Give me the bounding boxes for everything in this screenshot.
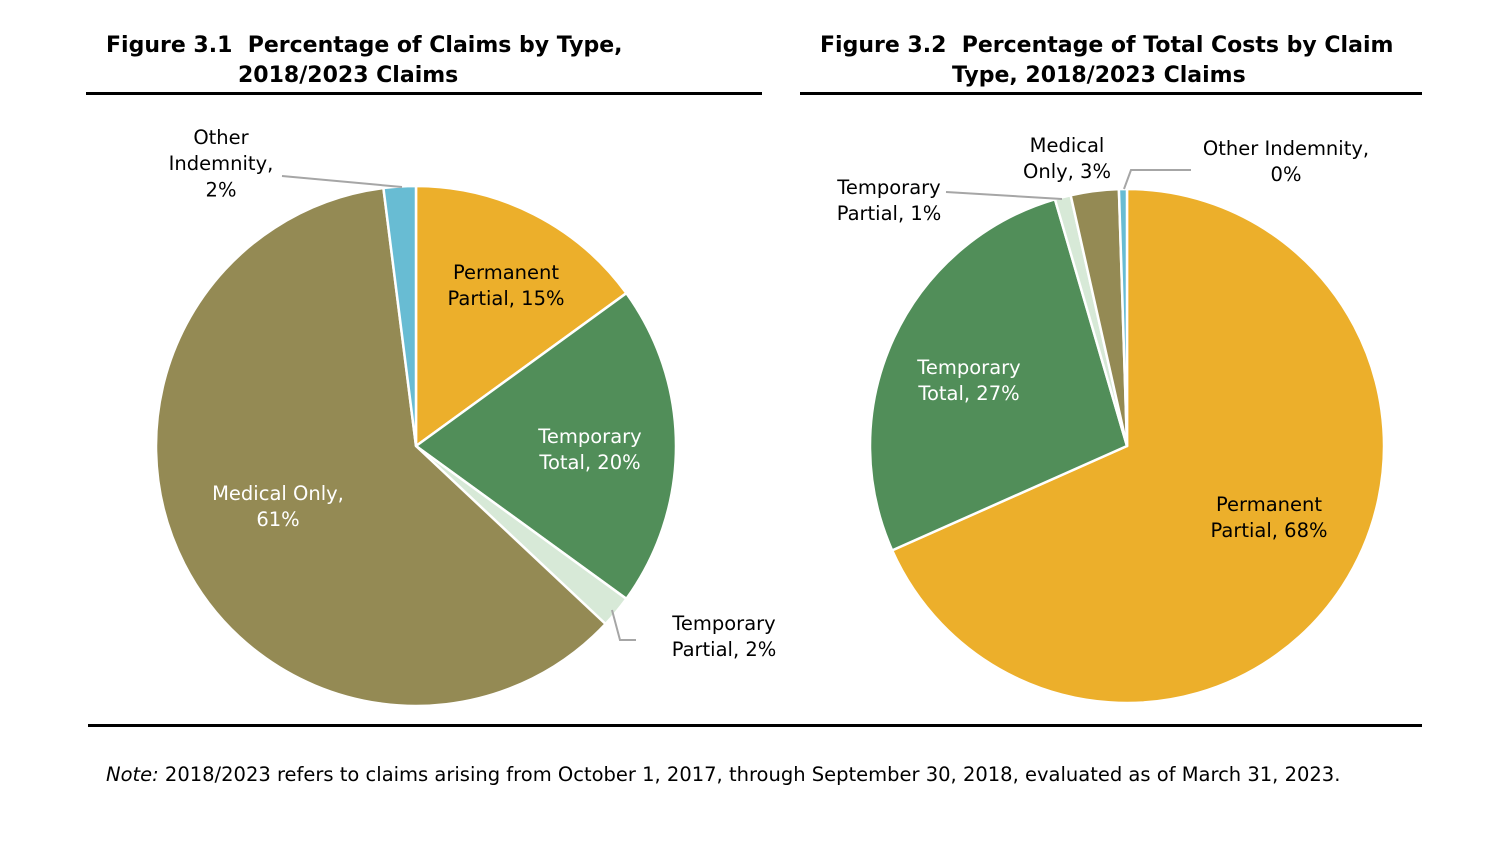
figure-2-title: Figure 3.2 Percentage of Total Costs by … — [820, 31, 1393, 91]
figure-1-title-line1: Percentage of Claims by Type, — [247, 33, 623, 58]
pie2-label-temporary-partial: Temporary Partial, 1% — [836, 176, 941, 225]
pie2-label-medical-only: Medical Only, 3% — [1023, 134, 1111, 183]
figure-2-title-rule — [800, 92, 1422, 95]
pie1-label-medical-only: Medical Only, 61% — [212, 482, 344, 531]
pie2-leader-temporary-partial — [945, 191, 1063, 200]
pie1-slice-medical-only — [154, 186, 607, 708]
figure-1-title-line2: 2018/2023 Claims — [238, 63, 459, 88]
pie1-label-permanent-partial: Permanent Partial, 15% — [447, 261, 564, 310]
pie2-slice-temporary-total — [868, 198, 1129, 552]
pie2-slice-other-indemnity — [1117, 187, 1129, 448]
pie2-leader-other-indemnity — [1123, 169, 1191, 190]
figure-2-title-line1: Percentage of Total Costs by Claim — [961, 33, 1394, 58]
pie2-label-other-indemnity: Other Indemnity, 0% — [1203, 137, 1369, 186]
bottom-rule — [88, 724, 1422, 727]
note-text: 2018/2023 refers to claims arising from … — [158, 763, 1341, 786]
pie1-label-temporary-total: Temporary Total, 20% — [537, 425, 641, 474]
pie1-slice-temporary-total — [414, 291, 678, 601]
figure-1-title-rule — [86, 92, 762, 95]
pie2-label-temporary-total: Temporary Total, 27% — [916, 356, 1020, 405]
pie-chart-2: Permanent Partial, 68% Temporary Total, 27%… — [836, 134, 1386, 705]
figure-note: Note: 2018/2023 refers to claims arising… — [106, 760, 1340, 790]
figure-1-number: Figure 3.1 — [106, 33, 233, 58]
figure-2-number: Figure 3.2 — [820, 33, 947, 58]
figure-1-title: Figure 3.1 Percentage of Claims by Type,… — [106, 31, 623, 91]
figure-2-title-line2: Type, 2018/2023 Claims — [952, 63, 1246, 88]
pie1-label-temporary-partial: Temporary Partial, 2% — [671, 612, 776, 661]
pie1-leader-temporary-partial — [611, 609, 636, 641]
note-label: Note: — [106, 763, 159, 786]
pie-chart-1: Permanent Partial, 15% Temporary Total, 20%… — [154, 126, 776, 708]
pie1-slice-permanent-partial — [414, 184, 628, 448]
pie2-label-permanent-partial: Permanent Partial, 68% — [1210, 493, 1327, 542]
pie1-label-other-indemnity: Other Indemnity, 2% — [169, 126, 274, 202]
pie1-leader-other-indemnity — [281, 175, 403, 188]
pie2-slice-permanent-partial — [890, 187, 1386, 705]
